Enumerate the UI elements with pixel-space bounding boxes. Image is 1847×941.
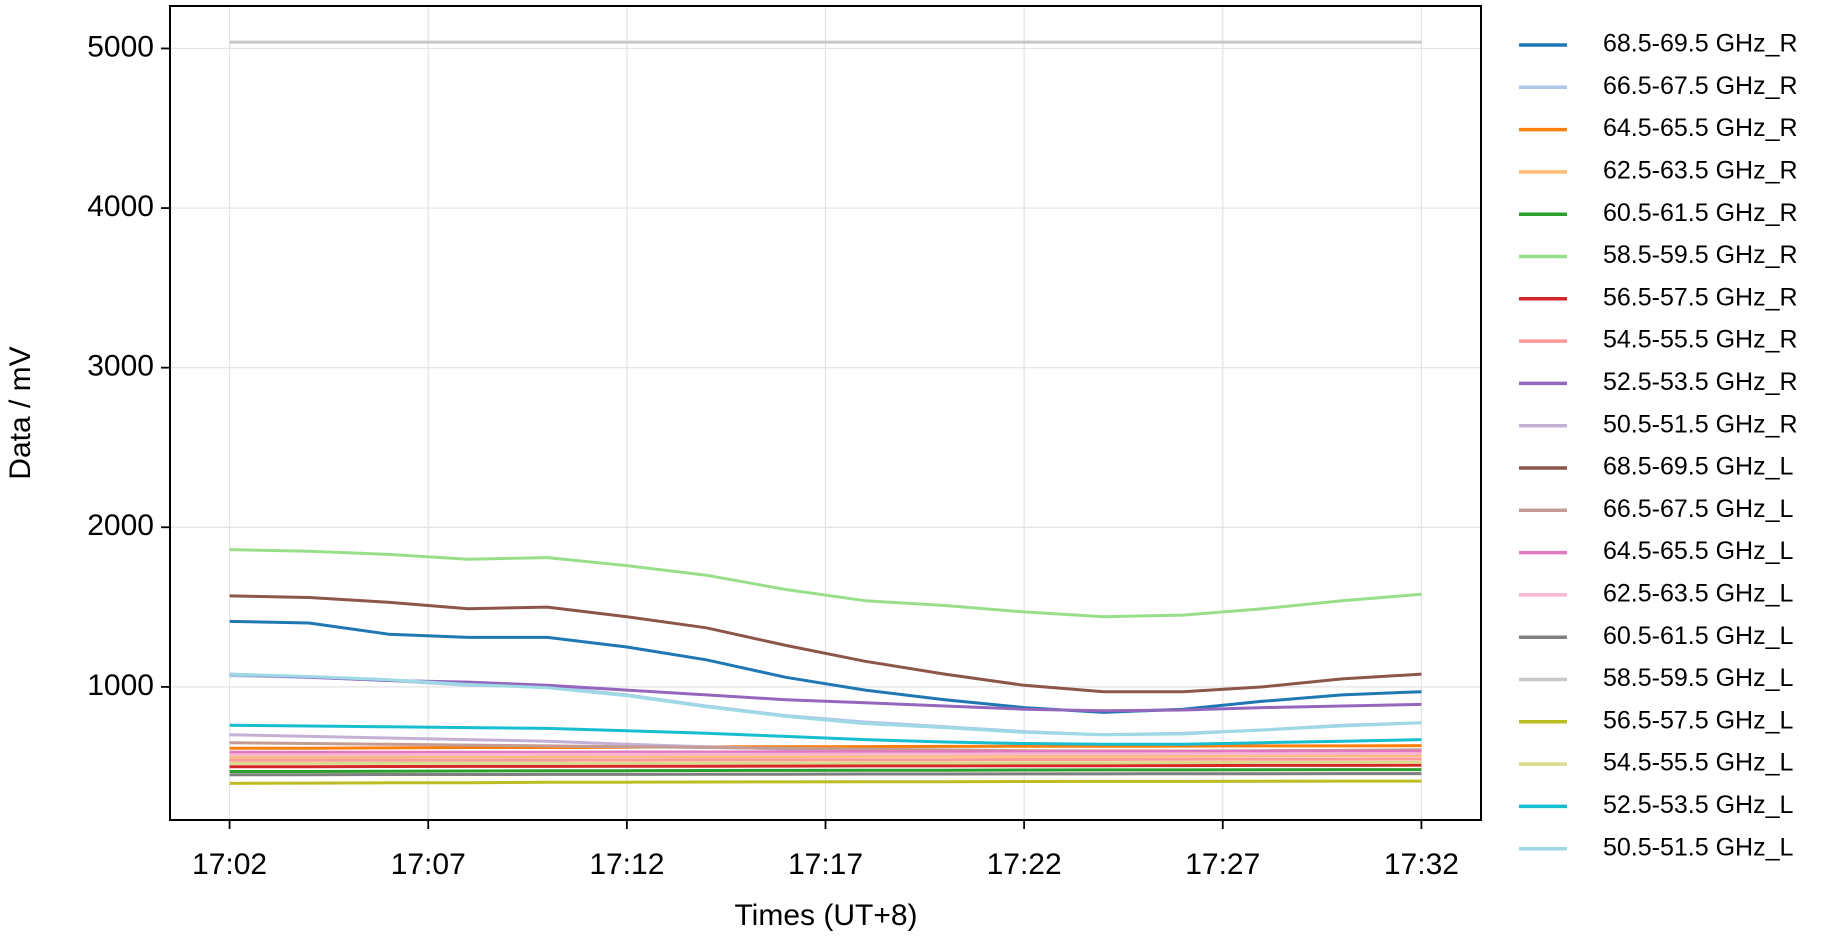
legend-label: 62.5-63.5 GHz_L (1603, 580, 1793, 608)
plot-frame (169, 5, 1482, 821)
series-line (229, 672, 1422, 737)
series-line (229, 779, 1422, 785)
series-line (229, 752, 1422, 757)
x-axis-label: Times (UT+8) (734, 899, 917, 932)
series-line (229, 744, 1422, 750)
y-tick-label: 3000 (87, 350, 154, 383)
legend-label: 50.5-51.5 GHz_R (1603, 410, 1798, 438)
series-line (229, 619, 1422, 714)
y-axis-label: Data / mV (4, 346, 37, 479)
legend-label: 68.5-69.5 GHz_L (1603, 453, 1793, 481)
y-tick-label: 1000 (87, 669, 154, 702)
legend-label: 54.5-55.5 GHz_L (1603, 749, 1793, 777)
legend-label: 66.5-67.5 GHz_R (1603, 72, 1798, 100)
legend-label: 64.5-65.5 GHz_L (1603, 537, 1793, 565)
x-tick-label: 17:07 (391, 848, 466, 881)
legend-label: 58.5-59.5 GHz_L (1603, 664, 1793, 692)
legend-label: 60.5-61.5 GHz_L (1603, 622, 1793, 650)
y-tick-label: 2000 (87, 509, 154, 542)
x-tick-label: 17:12 (589, 848, 664, 881)
series-line (229, 768, 1422, 773)
series-line (229, 760, 1422, 765)
y-tick-label: 5000 (87, 30, 154, 63)
series-line (229, 763, 1422, 769)
legend-label: 58.5-59.5 GHz_R (1603, 241, 1798, 269)
x-tick-label: 17:32 (1384, 848, 1459, 881)
x-tick-label: 17:17 (788, 848, 863, 881)
series-line (229, 594, 1422, 694)
series-line (229, 749, 1422, 754)
y-tick-label: 4000 (87, 190, 154, 223)
series-line (229, 754, 1422, 759)
series-line (229, 757, 1422, 762)
legend-label: 52.5-53.5 GHz_L (1603, 791, 1793, 819)
legend-label: 62.5-63.5 GHz_R (1603, 157, 1798, 185)
legend-label: 68.5-69.5 GHz_R (1603, 30, 1798, 58)
legend-label: 56.5-57.5 GHz_R (1603, 283, 1798, 311)
series-line (229, 723, 1422, 746)
x-tick-label: 17:22 (987, 848, 1062, 881)
legend-label: 66.5-67.5 GHz_L (1603, 495, 1793, 523)
x-tick-label: 17:02 (192, 848, 267, 881)
legend-label: 52.5-53.5 GHz_R (1603, 368, 1798, 396)
legend-label: 60.5-61.5 GHz_R (1603, 199, 1798, 227)
legend-label: 64.5-65.5 GHz_R (1603, 114, 1798, 142)
legend-label: 50.5-51.5 GHz_L (1603, 833, 1793, 861)
series-line (229, 548, 1422, 619)
legend-label: 54.5-55.5 GHz_R (1603, 326, 1798, 354)
legend-label: 56.5-57.5 GHz_L (1603, 706, 1793, 734)
series-line (229, 772, 1422, 777)
x-tick-label: 17:27 (1185, 848, 1260, 881)
